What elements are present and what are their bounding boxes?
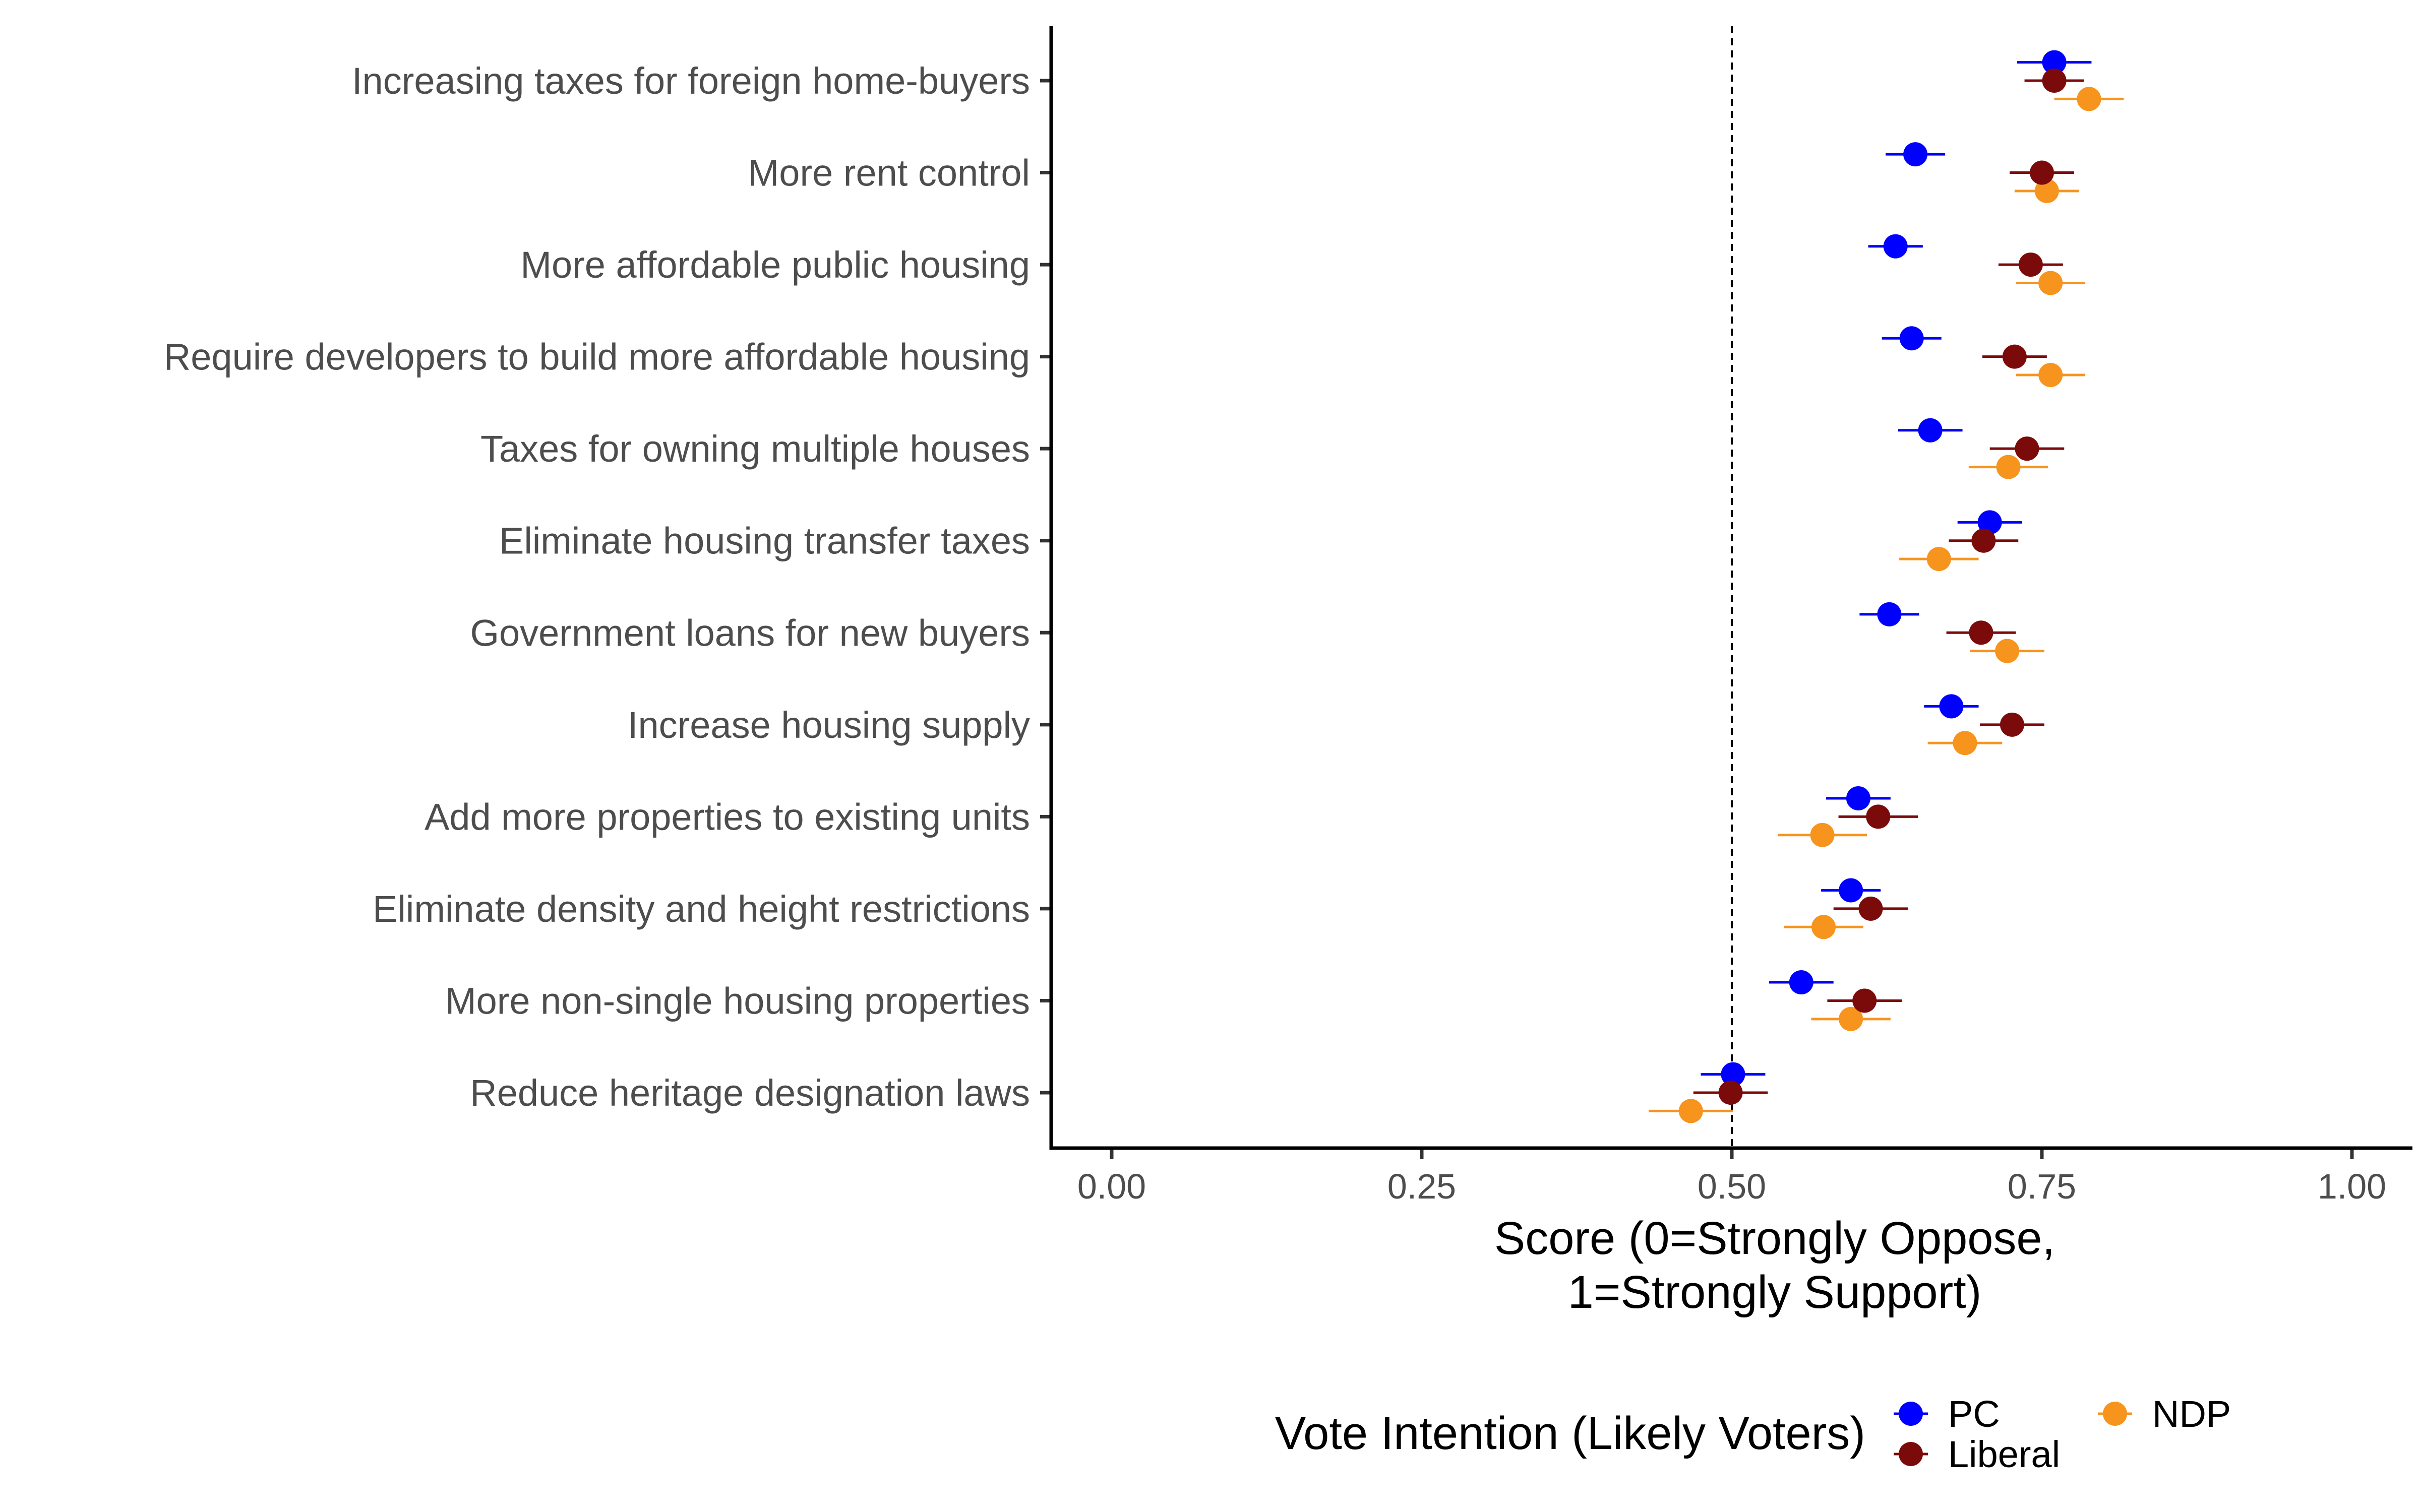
category-label: More affordable public housing — [520, 244, 1030, 286]
point-pc — [1939, 694, 1964, 719]
legend-label-ndp: NDP — [2152, 1393, 2231, 1435]
point-pc — [2042, 50, 2067, 75]
point-pc — [1918, 418, 1943, 443]
category-label: Taxes for owning multiple houses — [480, 428, 1030, 470]
x-tick-label: 0.75 — [2008, 1167, 2076, 1206]
category-label: Increase housing supply — [628, 704, 1030, 746]
point-liberal — [2000, 712, 2024, 737]
point-pc — [1839, 878, 1863, 903]
point-ndp — [1839, 1006, 1863, 1031]
point-pc — [1977, 510, 2002, 535]
category-label: Require developers to build more afforda… — [164, 336, 1030, 378]
x-tick-label: 1.00 — [2318, 1167, 2386, 1206]
point-liberal — [1852, 988, 1877, 1013]
point-ndp — [2034, 178, 2059, 203]
point-ndp — [1678, 1099, 1703, 1123]
category-label: Eliminate density and height restriction… — [373, 888, 1030, 930]
y-axis-ticks — [1040, 79, 1051, 1095]
category-label: Eliminate housing transfer taxes — [499, 520, 1030, 562]
point-ndp — [1810, 823, 1835, 847]
point-ndp — [1996, 455, 2021, 479]
point-ndp — [1953, 731, 1977, 755]
error-bars — [1649, 61, 2124, 1112]
point-liberal — [1718, 1081, 1743, 1105]
point-ndp — [1995, 639, 2020, 663]
point-pc — [1789, 970, 1813, 995]
point-liberal — [2018, 253, 2043, 277]
x-axis-title-line-2: 1=Strongly Support) — [1568, 1267, 1982, 1318]
legend-title: Vote Intention (Likely Voters) — [1275, 1408, 1865, 1459]
legend-key-pc — [1899, 1402, 1923, 1426]
point-ndp — [1811, 915, 1836, 939]
category-label: More rent control — [748, 152, 1030, 194]
category-labels: Increasing taxes for foreign home-buyers… — [164, 60, 1030, 1114]
x-axis-title-line-1: Score (0=Strongly Oppose, — [1494, 1213, 2055, 1264]
point-liberal — [1858, 896, 1883, 921]
point-liberal — [1971, 528, 1996, 553]
point-pc — [1721, 1062, 1745, 1087]
point-liberal — [2030, 160, 2054, 185]
x-tick-label: 0.00 — [1077, 1167, 1146, 1206]
point-liberal — [1969, 620, 1993, 645]
x-tick-label: 0.25 — [1387, 1167, 1456, 1206]
point-pc — [1846, 786, 1870, 810]
point-liberal — [1866, 804, 1891, 829]
point-liberal — [2042, 69, 2067, 93]
point-pc — [1903, 142, 1928, 167]
point-liberal — [2015, 436, 2039, 461]
category-label: Reduce heritage designation laws — [470, 1072, 1030, 1114]
legend-key-liberal — [1899, 1442, 1923, 1466]
category-label: Increasing taxes for foreign home-buyers — [352, 60, 1030, 102]
point-ndp — [2038, 363, 2063, 388]
x-axis-ticks: 0.00 0.25 0.50 0.75 1.00 — [1077, 1148, 2386, 1206]
point-ndp — [2038, 271, 2063, 295]
point-pc — [1877, 602, 1902, 626]
data-points — [1678, 50, 2101, 1123]
point-pc — [1883, 234, 1908, 259]
point-pc — [1899, 326, 1924, 351]
legend-label-pc: PC — [1948, 1393, 2000, 1435]
point-ndp — [1926, 547, 1951, 572]
category-label: Add more properties to existing units — [425, 796, 1030, 838]
category-label: Government loans for new buyers — [470, 612, 1030, 654]
x-tick-label: 0.50 — [1698, 1167, 1766, 1206]
point-liberal — [2002, 344, 2027, 369]
legend-key-ndp — [2103, 1402, 2127, 1426]
legend: Vote Intention (Likely Voters) PCLiberal… — [1275, 1393, 2231, 1475]
legend-label-liberal: Liberal — [1948, 1433, 2060, 1475]
point-ndp — [2077, 87, 2101, 111]
category-label: More non-single housing properties — [445, 980, 1030, 1022]
